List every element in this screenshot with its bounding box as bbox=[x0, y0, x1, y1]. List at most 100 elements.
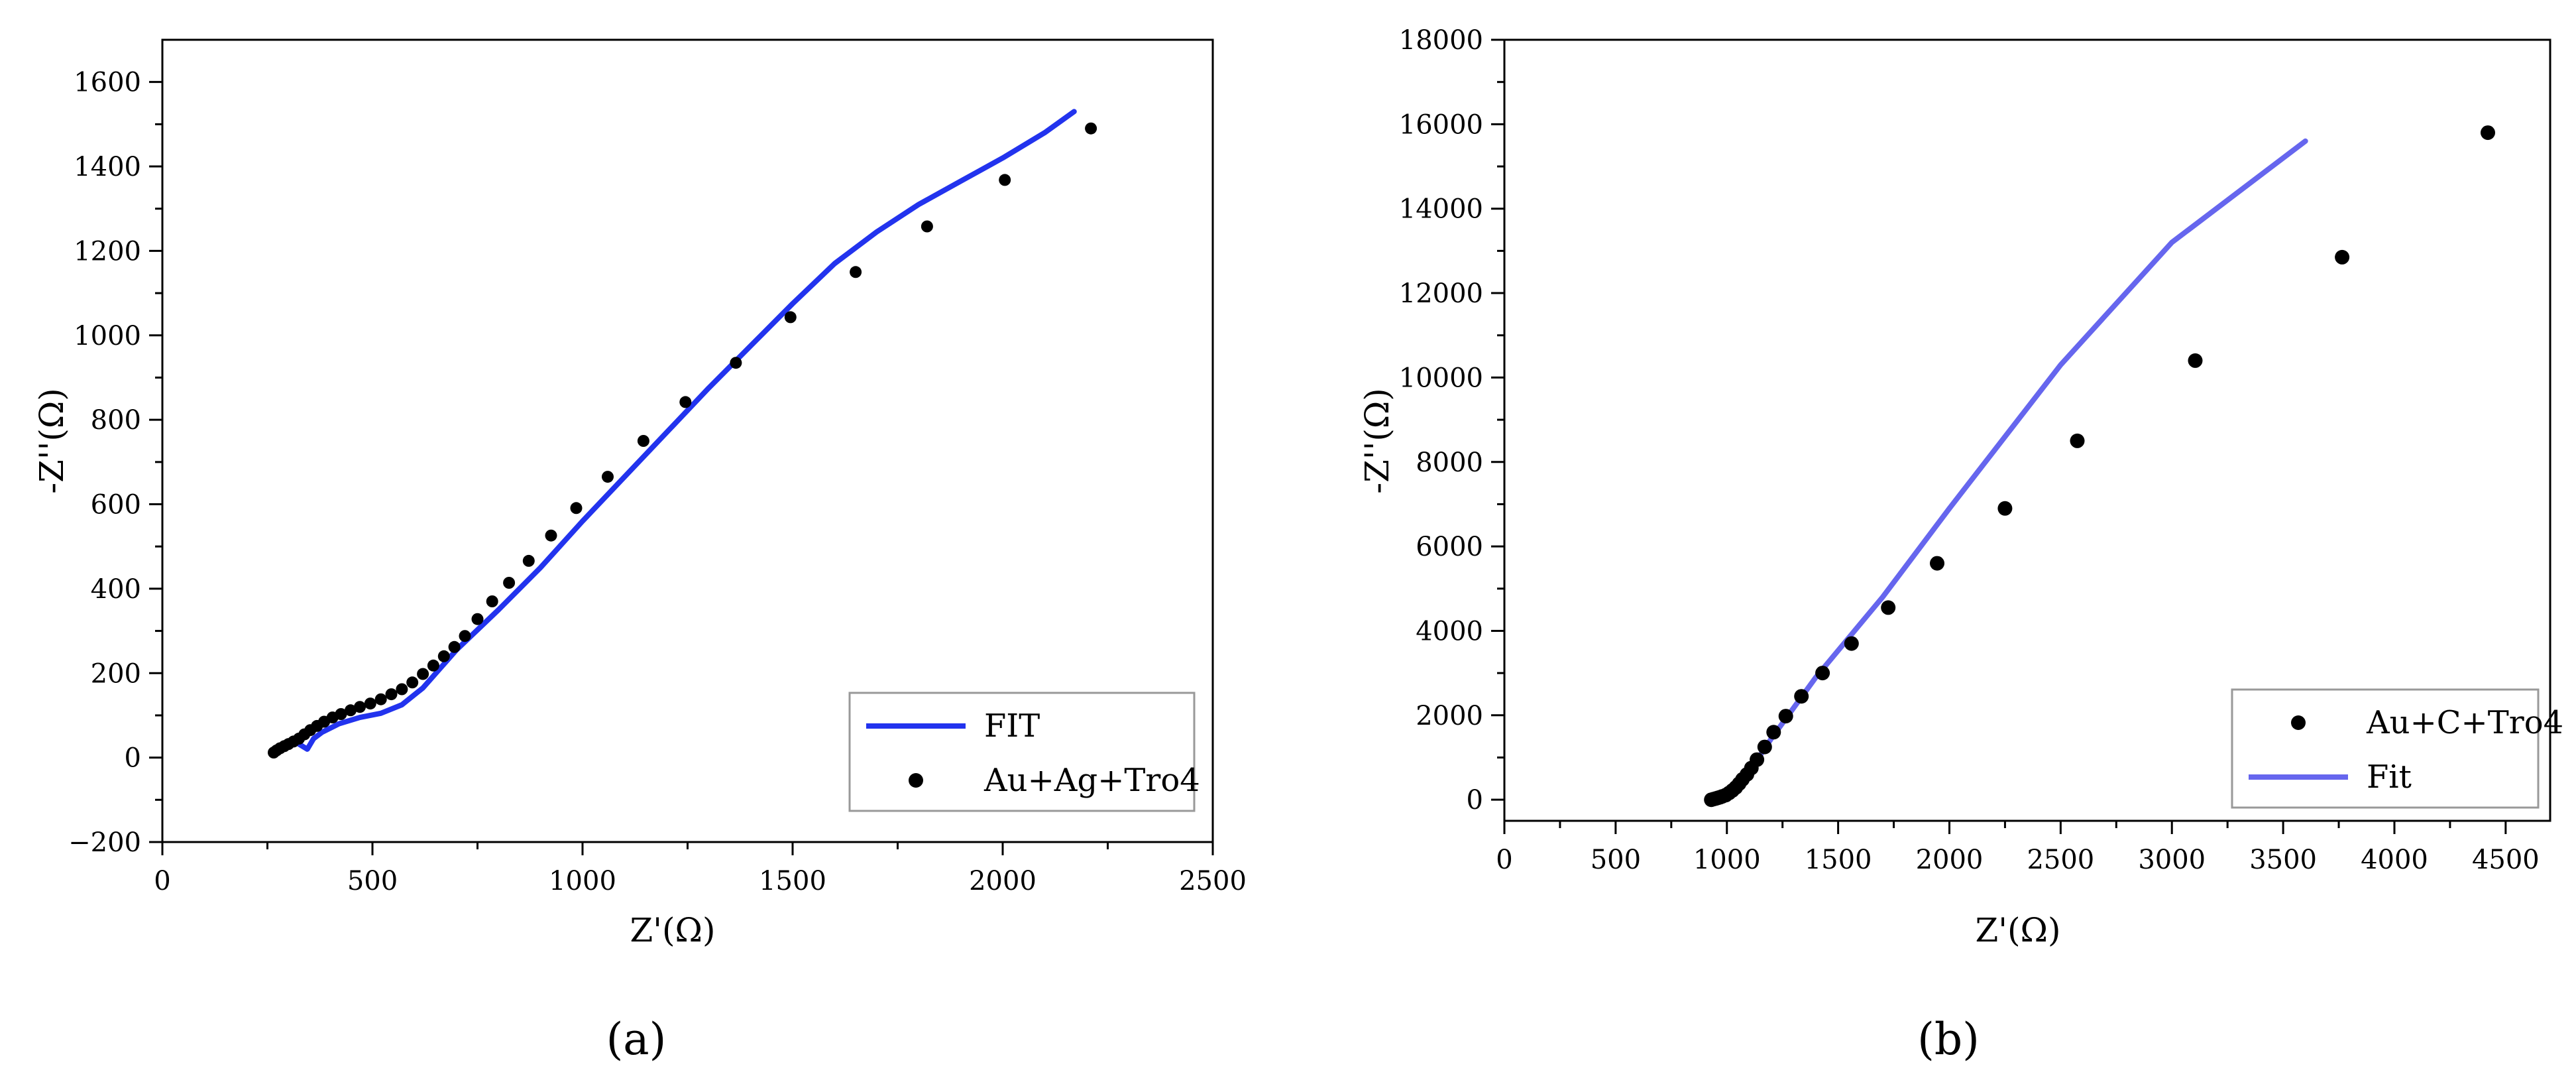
x-tick-label: 3500 bbox=[2249, 845, 2317, 875]
legend-entry-label: Fit bbox=[2367, 758, 2412, 796]
data-point bbox=[2188, 353, 2203, 368]
y-tick-label: −200 bbox=[68, 827, 141, 858]
y-tick-label: 600 bbox=[91, 490, 141, 520]
axes-b: 0 500 1000 1500 2000 2500 3000 3500 4000 4500 0 200… bbox=[1399, 25, 2540, 875]
data-point bbox=[448, 640, 461, 653]
data-point bbox=[522, 554, 535, 567]
y-tick-label: 1600 bbox=[74, 68, 141, 98]
x-tick-label: 2000 bbox=[1916, 845, 1984, 875]
y-tick-label: 10000 bbox=[1399, 363, 1483, 393]
y-tick-label: 12000 bbox=[1399, 278, 1483, 309]
legend-entry-label: Au+Ag+Tro4 bbox=[983, 762, 1200, 799]
legend-a: FIT Au+Ag+Tro4 bbox=[848, 692, 1200, 812]
data-point bbox=[570, 502, 583, 515]
y-axis-title-a: -Z''(Ω) bbox=[32, 388, 71, 494]
data-point bbox=[345, 704, 357, 717]
data-point bbox=[1930, 556, 1944, 571]
panel-label-b: (b) bbox=[1917, 1014, 1980, 1065]
y-tick-label: 2000 bbox=[1416, 701, 1483, 731]
data-point bbox=[385, 688, 398, 701]
chart-panel-b: 0 500 1000 1500 2000 2500 3000 3500 4000 4500 0 200… bbox=[1358, 25, 2563, 1065]
y-axis-title-b: -Z''(Ω) bbox=[1358, 388, 1396, 494]
x-tick-label: 500 bbox=[347, 866, 398, 896]
data-point bbox=[406, 676, 419, 689]
x-tick-label: 0 bbox=[1496, 845, 1512, 875]
data-point bbox=[1997, 501, 2013, 516]
x-tick-label: 2500 bbox=[1179, 866, 1247, 896]
data-point bbox=[1815, 666, 1830, 681]
axes-a: 0 500 1000 1500 2000 2500 −200 0 200 400 600 800 100… bbox=[68, 68, 1247, 896]
x-tick-label: 1000 bbox=[1693, 845, 1761, 875]
legend-box bbox=[848, 692, 1196, 812]
data-point bbox=[1766, 725, 1781, 740]
data-point bbox=[679, 396, 692, 408]
x-axis-title-b: Z'(Ω) bbox=[1976, 911, 2061, 949]
data-point bbox=[374, 693, 387, 705]
y-tick-label: 0 bbox=[125, 743, 141, 774]
y-tick-label: 4000 bbox=[1416, 616, 1483, 646]
y-tick-label: 1400 bbox=[74, 152, 141, 182]
data-point bbox=[850, 266, 862, 278]
data-marks-b bbox=[1704, 125, 2495, 808]
fit-line bbox=[271, 109, 1077, 755]
data-point bbox=[1750, 752, 1765, 767]
x-tick-label: 2000 bbox=[969, 866, 1036, 896]
y-tick-label: 14000 bbox=[1399, 194, 1483, 225]
y-tick-label: 6000 bbox=[1416, 532, 1483, 562]
data-point bbox=[637, 435, 649, 447]
data-point bbox=[427, 659, 439, 672]
y-tick-label: 1200 bbox=[74, 236, 141, 267]
y-tick-label: 0 bbox=[1467, 785, 1483, 816]
x-tick-label: 2500 bbox=[2027, 845, 2094, 875]
data-point bbox=[437, 650, 450, 662]
chart-panel-a: 0 500 1000 1500 2000 2500 −200 0 200 400 600 800 100… bbox=[32, 38, 1247, 1065]
x-tick-label: 4000 bbox=[2361, 845, 2428, 875]
data-point bbox=[2070, 433, 2085, 448]
legend-marker-swatch bbox=[909, 773, 923, 788]
data-point bbox=[784, 311, 797, 324]
x-tick-label: 0 bbox=[154, 866, 170, 896]
data-point bbox=[921, 220, 933, 233]
data-point bbox=[999, 174, 1011, 186]
data-point bbox=[1085, 122, 1097, 135]
y-tick-label: 800 bbox=[91, 405, 141, 436]
data-point bbox=[459, 630, 471, 642]
data-point bbox=[1844, 636, 1859, 651]
data-point bbox=[602, 471, 614, 483]
data-point bbox=[2335, 249, 2350, 265]
y-tick-label: 400 bbox=[91, 574, 141, 605]
x-tick-label: 1500 bbox=[1805, 845, 1872, 875]
legend-entry-label: FIT bbox=[984, 707, 1040, 745]
x-tick-label: 3000 bbox=[2138, 845, 2206, 875]
data-point bbox=[2481, 125, 2495, 141]
x-tick-label: 4500 bbox=[2472, 845, 2540, 875]
legend-b: Au+C+Tro4 Fit bbox=[2231, 688, 2563, 809]
data-point bbox=[471, 613, 484, 625]
data-point bbox=[486, 595, 498, 607]
y-tick-label: 18000 bbox=[1399, 25, 1483, 56]
x-axis-title-a: Z'(Ω) bbox=[630, 911, 716, 949]
data-point bbox=[1757, 739, 1772, 755]
legend-box bbox=[2231, 688, 2540, 809]
x-tick-label: 1000 bbox=[549, 866, 616, 896]
data-point bbox=[545, 529, 557, 542]
panel-label-a: (a) bbox=[606, 1014, 667, 1065]
x-tick-label: 1500 bbox=[759, 866, 826, 896]
y-tick-label: 1000 bbox=[74, 321, 141, 351]
data-point bbox=[354, 701, 366, 713]
y-tick-label: 200 bbox=[91, 658, 141, 689]
data-point bbox=[396, 683, 408, 696]
data-point bbox=[1794, 689, 1809, 704]
data-point bbox=[1881, 600, 1896, 615]
data-point bbox=[417, 668, 429, 680]
plot-frame bbox=[1503, 38, 2551, 822]
data-marks-a bbox=[268, 109, 1097, 758]
data-point bbox=[503, 577, 516, 589]
data-point bbox=[335, 708, 347, 720]
legend-marker-swatch bbox=[2291, 715, 2306, 730]
data-point bbox=[364, 698, 376, 710]
legend-entry-label: Au+C+Tro4 bbox=[2366, 704, 2563, 741]
x-tick-label: 500 bbox=[1591, 845, 1641, 875]
y-tick-label: 8000 bbox=[1416, 448, 1483, 478]
